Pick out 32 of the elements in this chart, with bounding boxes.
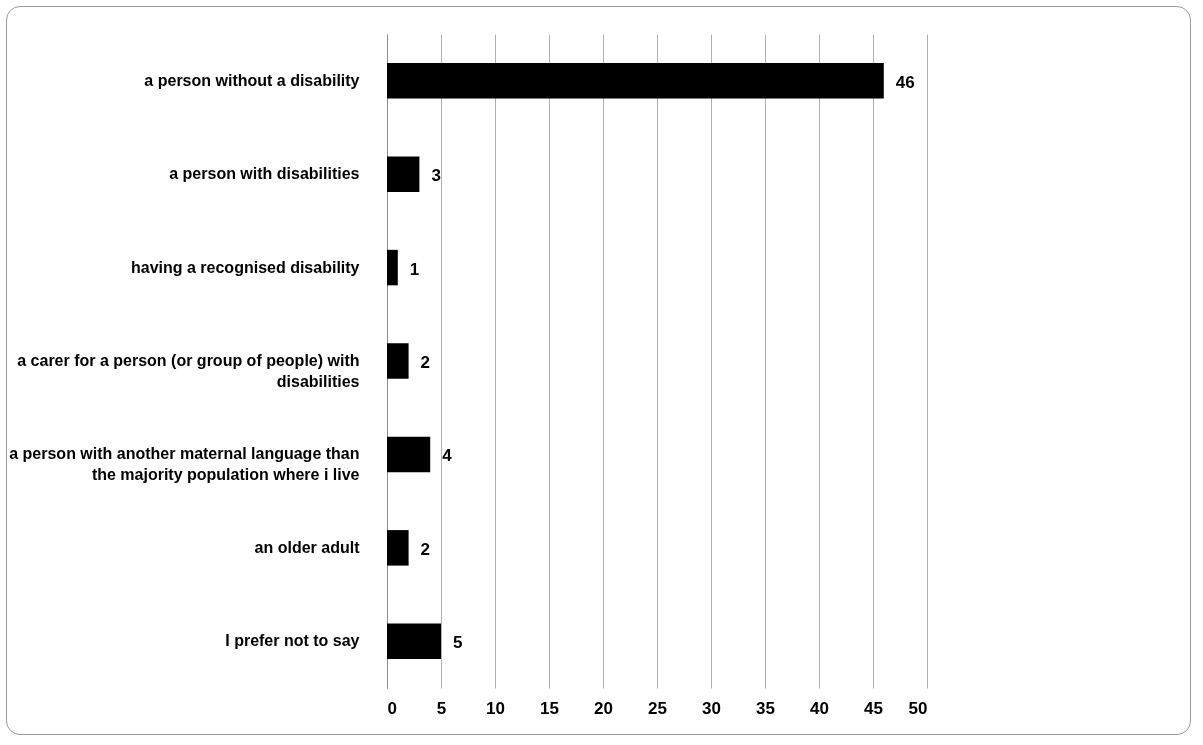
y-tick-label: an older adult — [254, 538, 361, 556]
data-label: 4 — [442, 446, 453, 466]
y-tick-label: a carer for a person (or group of people) with disabilities — [17, 352, 360, 390]
x-tick-label: 15 — [540, 698, 559, 718]
bar — [387, 343, 409, 379]
y-tick-label: a person with another maternal language than the majority population where i live — [9, 445, 360, 484]
data-label: 5 — [453, 633, 463, 653]
x-tick-label: 0 — [387, 698, 397, 718]
x-tick-label: 10 — [486, 698, 505, 718]
bar — [387, 436, 431, 473]
x-tick-label: 40 — [810, 698, 829, 718]
y-tick-label: I prefer not to say — [225, 632, 360, 650]
x-tick-label: 25 — [648, 698, 667, 718]
data-label: 1 — [409, 259, 420, 279]
data-label: 2 — [420, 539, 431, 559]
bar — [387, 530, 409, 566]
bar — [387, 249, 398, 286]
x-tick-label: 50 — [908, 698, 928, 718]
data-label: 2 — [420, 353, 431, 372]
x-tick-label: 20 — [594, 698, 613, 718]
y-tick-label: having a recognised disability — [130, 258, 360, 276]
x-tick-label: 5 — [436, 698, 447, 718]
data-label: 46 — [895, 72, 915, 92]
x-tick-label: 35 — [756, 698, 775, 718]
data-label: 3 — [431, 166, 441, 186]
bar — [387, 62, 884, 99]
bar — [387, 156, 420, 192]
x-tick-label: 45 — [864, 698, 883, 718]
bar — [387, 623, 441, 660]
x-tick-label: 30 — [702, 698, 721, 718]
y-tick-label: a person with disabilities — [169, 165, 360, 183]
y-tick-label: a person without a disability — [144, 71, 360, 89]
